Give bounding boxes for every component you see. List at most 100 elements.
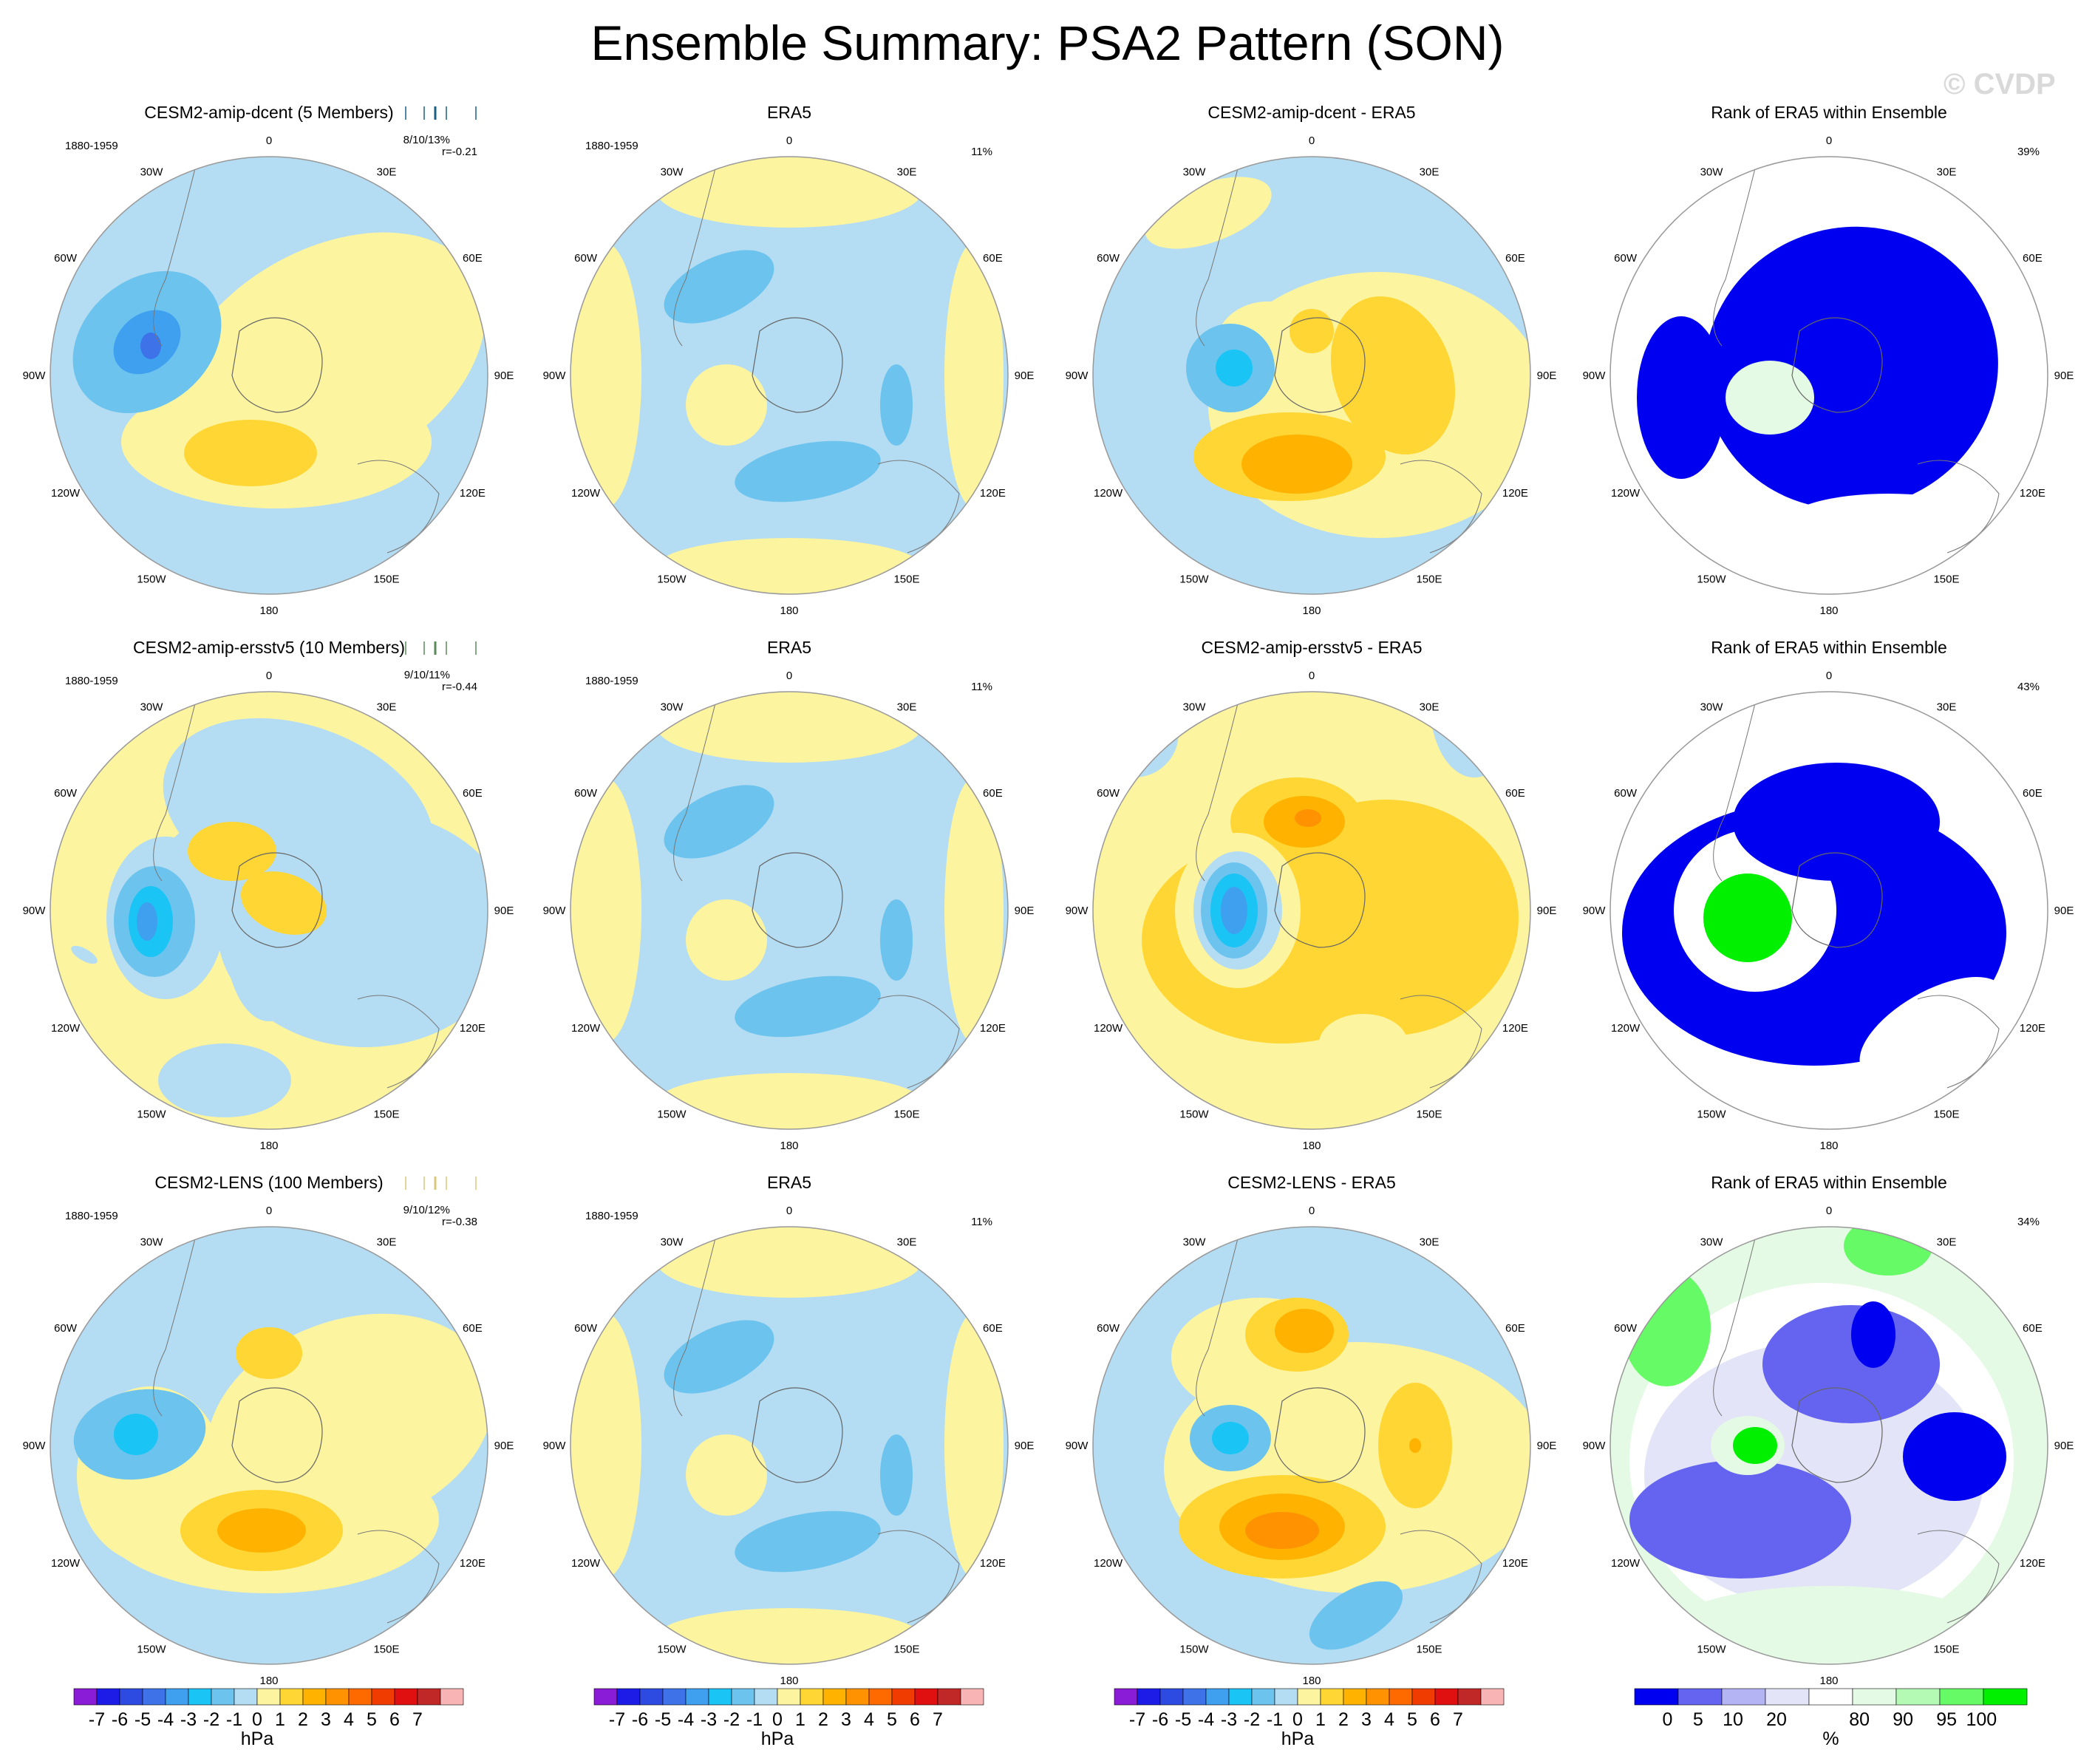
colorbar-tick-label: 3 — [1361, 1709, 1372, 1730]
south-america-coastline — [673, 168, 716, 347]
map-panel: 0 30E 60E 90E 120E 150E 180 150W 120W 90W 60W 30W ER… — [543, 638, 1035, 1152]
period-label: 1880-1959 — [585, 675, 638, 687]
antarctica-coastline — [231, 852, 323, 948]
contour-field — [1610, 1227, 2048, 1664]
contour-region — [1330, 296, 1456, 454]
compass-label: 90W — [23, 370, 47, 382]
contour-region — [1290, 309, 1334, 353]
compass-label: 150E — [893, 1108, 919, 1120]
panel-title: Rank of ERA5 within Ensemble — [1711, 1173, 1947, 1192]
colorbar-swatch — [1343, 1688, 1367, 1706]
colorbar-swatch — [845, 1688, 870, 1706]
australia-coastline — [1917, 460, 2000, 554]
compass-label: 0 — [786, 134, 792, 147]
colorbar-swatch — [1434, 1688, 1459, 1706]
contour-region — [1245, 1512, 1319, 1549]
map-border — [570, 156, 1009, 595]
compass-label: 150E — [1416, 1108, 1442, 1120]
compass-label: 90E — [1015, 905, 1035, 917]
colorbar-swatch — [1182, 1688, 1207, 1706]
compass-label: 30W — [661, 701, 684, 714]
compass-label: 120W — [51, 487, 81, 500]
contour-region — [1644, 733, 1733, 822]
compass-label: 60E — [983, 252, 1003, 265]
colorbar-tick-label: -4 — [678, 1709, 694, 1730]
panel-title: ERA5 — [767, 638, 811, 657]
variance-pct: 11% — [971, 681, 992, 693]
compass-label: 30E — [897, 166, 917, 179]
colorbar-tick-label: 100 — [1966, 1709, 1997, 1730]
contour-region — [1309, 1581, 1403, 1650]
compass-label: 60W — [574, 252, 598, 265]
compass-label: 60E — [2023, 1322, 2043, 1335]
panel-title: Rank of ERA5 within Ensemble — [1711, 103, 1947, 122]
panel-title: CESM2-LENS - ERA5 — [1227, 1173, 1396, 1192]
compass-label: 150E — [373, 1643, 399, 1655]
colorbar-tick-label: 95 — [1936, 1709, 1957, 1730]
south-america-coastline — [153, 703, 196, 882]
colorbar-tick-label: 1 — [275, 1709, 285, 1730]
contour-region — [71, 945, 98, 964]
colorbar-tick-label: -2 — [1244, 1709, 1260, 1730]
compass-label: 180 — [259, 1140, 278, 1152]
colorbar-tick-label: -6 — [1152, 1709, 1168, 1730]
contour-region — [944, 777, 1004, 1043]
colorbar-tick-label: 6 — [389, 1709, 400, 1730]
colorbar-swatch — [142, 1688, 166, 1706]
colorbar-tick-label: 5 — [887, 1709, 897, 1730]
contour-region — [188, 822, 276, 881]
compass-label: 120W — [1611, 487, 1641, 500]
compass-label: 60W — [54, 1322, 78, 1335]
contour-field — [1093, 1227, 1530, 1664]
compass-label: 60E — [463, 787, 483, 800]
contour-field — [50, 692, 488, 1129]
compass-label: 60E — [1505, 1322, 1525, 1335]
colorbar-tick-label: -1 — [746, 1709, 763, 1730]
colorbar-tick-label: 5 — [367, 1709, 377, 1730]
correlation-value: r=-0.21 — [442, 146, 477, 158]
compass-label: 90W — [23, 905, 47, 917]
colorbar-swatch — [708, 1688, 732, 1706]
compass-label: 60W — [1097, 252, 1120, 265]
colorbar-swatch — [279, 1688, 304, 1706]
compass-label: 120E — [2020, 487, 2045, 500]
colorbar-swatch — [394, 1688, 418, 1706]
colorbar-tick-label: 0 — [772, 1709, 783, 1730]
compass-label: 30E — [897, 701, 917, 714]
contour-region — [1241, 435, 1352, 494]
map-border — [1092, 691, 1531, 1130]
south-america-coastline — [1713, 703, 1756, 882]
compass-label: 0 — [1309, 670, 1315, 682]
colorbar-swatch — [1205, 1688, 1230, 1706]
compass-label: 30E — [1937, 1236, 1957, 1249]
compass-label: 60E — [1505, 252, 1525, 265]
map-border — [50, 1226, 488, 1665]
compass-label: 30E — [897, 1236, 917, 1249]
map-panel: 0 30E 60E 90E 120E 150E 180 150W 120W 90W 60W 30W CE… — [1066, 1173, 1557, 1687]
colorbar-swatch — [616, 1688, 641, 1706]
contour-region — [217, 1508, 306, 1553]
compass-label: 30W — [1700, 701, 1724, 714]
map-border — [1609, 691, 2048, 1130]
map-border — [1092, 1226, 1531, 1665]
map-panel: 0 30E 60E 90E 120E 150E 180 150W 120W 90W 60W 30W Ra… — [1583, 103, 2074, 617]
map-border — [570, 1226, 1009, 1665]
contour-region — [1212, 1422, 1249, 1454]
map-panel: 0 30E 60E 90E 120E 150E 180 150W 120W 90W 60W 30W CE… — [1066, 638, 1557, 1152]
compass-label: 60W — [54, 787, 78, 800]
map-border — [50, 156, 488, 595]
contour-region — [1275, 1309, 1334, 1353]
contour-region — [656, 692, 922, 763]
rank-pct: 34% — [2017, 1216, 2040, 1228]
compass-label: 30E — [377, 1236, 397, 1249]
contour-region — [1762, 1305, 1940, 1423]
rank-pct: 39% — [2017, 146, 2040, 158]
colorbar-swatch — [639, 1688, 664, 1706]
contour-region — [880, 899, 913, 981]
colorbar-tick-label: 2 — [1338, 1709, 1349, 1730]
south-america-coastline — [673, 1238, 716, 1417]
colorbar-tick-label: -6 — [112, 1709, 128, 1730]
south-america-coastline — [673, 703, 716, 882]
colorbar-tick-label: 4 — [344, 1709, 354, 1730]
compass-label: 90E — [1537, 905, 1557, 917]
